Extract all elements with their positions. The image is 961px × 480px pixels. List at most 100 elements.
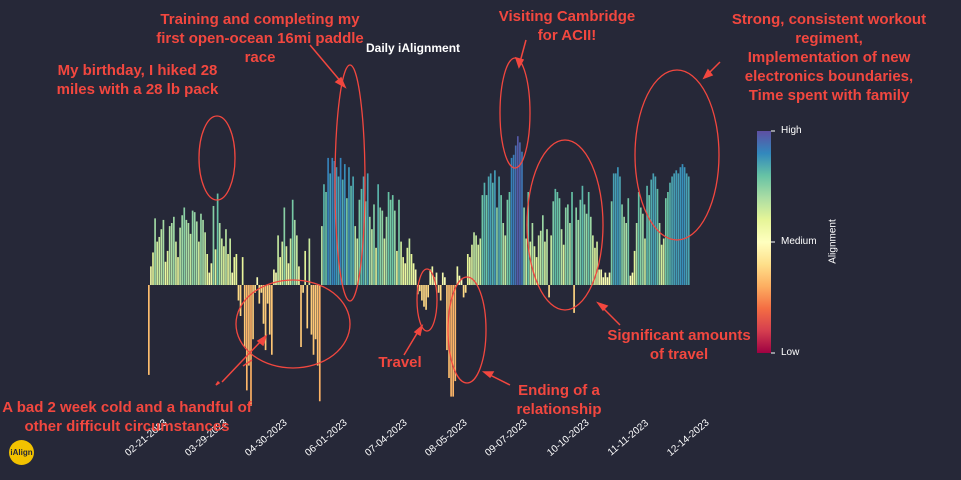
bar xyxy=(508,192,511,285)
bar xyxy=(287,263,290,285)
x-tick-label: 11-11-2023 xyxy=(606,418,651,459)
bar xyxy=(598,269,600,285)
bar xyxy=(673,173,675,285)
bar xyxy=(358,199,361,285)
bar xyxy=(150,266,152,285)
bar xyxy=(241,257,244,285)
bar xyxy=(512,154,515,285)
bar xyxy=(387,192,390,285)
bar xyxy=(500,195,502,285)
bar xyxy=(398,199,400,285)
bar xyxy=(558,198,561,285)
bar xyxy=(642,213,644,285)
ellipse-travel xyxy=(416,268,438,332)
bar xyxy=(408,238,411,285)
bar xyxy=(291,199,294,285)
bar xyxy=(200,213,202,285)
x-tick-label: 06-01-2023 xyxy=(303,417,350,459)
bar xyxy=(567,204,569,285)
bar xyxy=(466,254,469,285)
bar xyxy=(437,285,440,293)
bar xyxy=(685,173,688,285)
bar xyxy=(310,285,313,335)
bar xyxy=(404,263,407,285)
bar xyxy=(260,285,263,293)
bar xyxy=(544,241,546,285)
bar xyxy=(371,229,373,285)
bar xyxy=(489,173,492,285)
bar xyxy=(519,142,521,285)
bar xyxy=(552,201,555,285)
bar xyxy=(383,238,386,285)
bar xyxy=(614,173,617,285)
ellipse-cold xyxy=(235,279,351,369)
bar xyxy=(185,219,188,285)
bar xyxy=(562,244,565,285)
bar xyxy=(583,204,586,285)
bar xyxy=(587,192,590,285)
bar xyxy=(491,182,494,285)
annotation-cambridge: Visiting Cambridge for ACII! xyxy=(498,8,636,44)
bar xyxy=(681,164,684,285)
bar xyxy=(312,285,315,355)
bar xyxy=(239,285,242,316)
bar xyxy=(427,285,430,298)
bar xyxy=(270,285,273,355)
bar xyxy=(381,210,384,285)
bar xyxy=(302,285,304,293)
bar xyxy=(527,192,530,285)
bar xyxy=(460,278,463,285)
bar xyxy=(571,192,573,285)
bar xyxy=(677,173,680,285)
bar xyxy=(281,241,284,285)
bar xyxy=(321,226,323,285)
ellipse-cambridge xyxy=(499,57,531,169)
bar xyxy=(227,254,229,285)
bar xyxy=(375,247,377,285)
bar xyxy=(581,185,584,285)
bar xyxy=(473,232,475,285)
bar xyxy=(594,247,596,285)
bar xyxy=(600,269,603,285)
bar xyxy=(669,182,671,285)
bar xyxy=(331,157,334,285)
bar xyxy=(627,198,630,285)
bar xyxy=(198,241,200,285)
bar xyxy=(589,216,592,285)
bar xyxy=(346,198,348,285)
annotation-significant-travel: Significant amounts of travel xyxy=(607,327,751,363)
bar xyxy=(204,232,206,285)
bar xyxy=(629,275,632,285)
bar xyxy=(164,261,167,285)
bar xyxy=(464,285,467,293)
bar xyxy=(258,285,261,304)
bar xyxy=(237,285,240,301)
bar xyxy=(393,210,396,285)
bar xyxy=(170,223,173,285)
bar xyxy=(439,285,442,301)
bar xyxy=(569,223,571,285)
bar xyxy=(546,229,548,285)
bar xyxy=(483,182,486,285)
bar xyxy=(293,219,296,285)
bar xyxy=(300,285,302,347)
bar xyxy=(318,285,321,402)
bar xyxy=(429,269,432,285)
bar xyxy=(339,157,342,285)
bar xyxy=(612,173,615,285)
bar xyxy=(296,235,298,285)
bar xyxy=(366,173,369,285)
bar xyxy=(477,244,480,285)
bar xyxy=(225,229,227,285)
bar xyxy=(289,238,292,285)
bar xyxy=(431,266,434,285)
bar xyxy=(343,164,346,285)
bar xyxy=(306,285,309,329)
bar xyxy=(212,205,215,285)
bar xyxy=(481,195,484,285)
bar xyxy=(254,285,256,293)
ellipse-breakup xyxy=(447,276,487,384)
bar xyxy=(521,151,523,285)
bar xyxy=(354,226,357,285)
